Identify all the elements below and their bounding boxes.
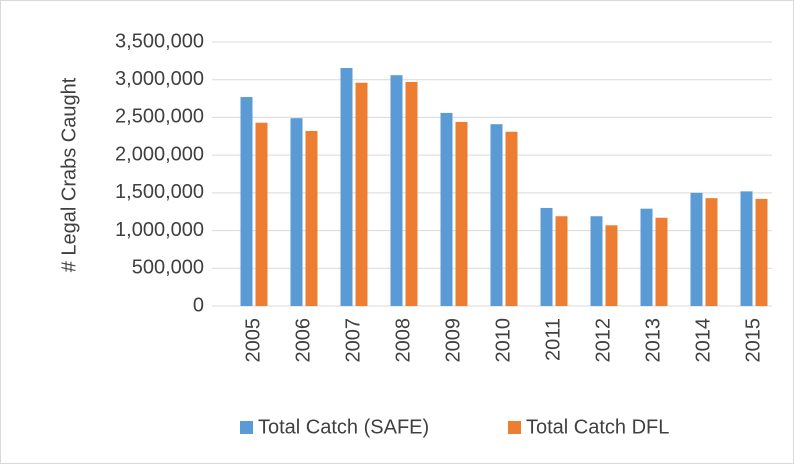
bar	[490, 124, 503, 307]
y-tick-label: 1,500,000	[115, 181, 204, 203]
x-tick-label: 2010	[492, 318, 514, 363]
x-tick-label: 2012	[592, 318, 614, 363]
x-tick-label: 2013	[642, 318, 664, 363]
bar	[290, 118, 303, 306]
legend-label: Total Catch DFL	[526, 416, 669, 438]
bar	[690, 192, 703, 306]
bar	[390, 75, 403, 306]
x-tick-label: 2008	[392, 318, 414, 363]
bar	[340, 68, 353, 306]
x-tick-label: 2014	[692, 318, 714, 363]
bar	[405, 81, 418, 306]
bar	[655, 217, 668, 306]
bar	[455, 121, 468, 306]
y-axis-title: # Legal Crabs Caught	[58, 77, 80, 272]
bar	[590, 216, 603, 306]
bar	[740, 191, 753, 306]
y-tick-label: 500,000	[132, 257, 204, 279]
y-tick-label: 2,500,000	[115, 106, 204, 128]
bar	[505, 131, 518, 306]
bar	[440, 112, 453, 306]
bar	[355, 82, 368, 306]
bar	[605, 225, 618, 306]
y-tick-label: 2,000,000	[115, 143, 204, 165]
bar	[540, 207, 553, 306]
y-tick-label: 3,000,000	[115, 68, 204, 90]
bar	[255, 122, 268, 306]
y-tick-label: 0	[193, 294, 204, 316]
x-tick-label: 2011	[542, 318, 564, 361]
y-tick-label: 1,000,000	[115, 219, 204, 241]
x-tick-label: 2005	[242, 318, 264, 363]
bar	[555, 216, 568, 306]
legend-label: Total Catch (SAFE)	[258, 416, 429, 438]
bar	[305, 131, 318, 306]
bar	[240, 97, 253, 306]
bar	[640, 208, 653, 306]
x-tick-label: 2006	[292, 318, 314, 363]
legend-swatch	[240, 421, 253, 434]
legend-swatch	[508, 421, 521, 434]
x-tick-label: 2007	[342, 318, 364, 363]
bar	[705, 198, 718, 306]
x-tick-label: 2009	[442, 318, 464, 363]
bar	[755, 198, 768, 306]
x-tick-label: 2015	[742, 318, 764, 363]
y-tick-label: 3,500,000	[115, 30, 204, 52]
